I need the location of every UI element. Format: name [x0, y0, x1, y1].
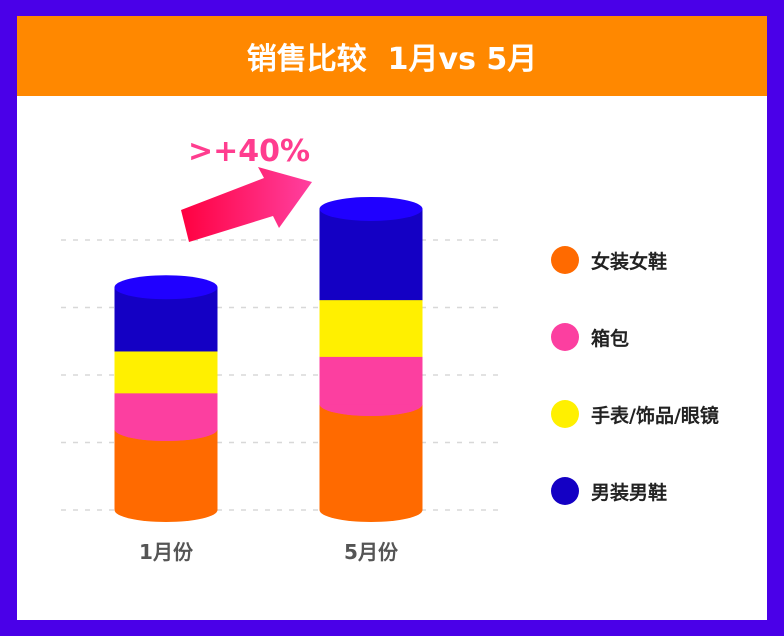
- legend-swatch: [551, 323, 579, 351]
- legend-swatch: [551, 477, 579, 505]
- bar-top-cap: [114, 275, 218, 300]
- legend-label: 男装男鞋: [591, 481, 668, 504]
- legend-swatch: [551, 400, 579, 428]
- legend-label: 女装女鞋: [591, 250, 668, 273]
- chart-plot: 1月份 5月份 >+40%: [61, 134, 501, 564]
- bar-segment: [319, 300, 423, 357]
- x-tick-label: 5月份: [344, 540, 399, 564]
- chart-title: 销售比较 1月vs 5月: [17, 16, 767, 96]
- chart-card: 销售比较 1月vs 5月 1月份 5月份 >+40% 女装女鞋 箱包 手表/饰品/眼…: [17, 16, 767, 620]
- bar-segment: [319, 356, 423, 405]
- legend-label: 手表/饰品/眼镜: [591, 404, 719, 427]
- legend-label: 箱包: [591, 327, 630, 350]
- bar-segment: [114, 351, 218, 394]
- bar-top-cap: [319, 196, 423, 221]
- bar-segment: [114, 429, 218, 510]
- legend: 女装女鞋 箱包 手表/饰品/眼镜 男装男鞋: [551, 246, 719, 554]
- legend-item: 女装女鞋: [551, 246, 719, 274]
- bar-segment: [319, 208, 423, 301]
- x-tick-label: 1月份: [139, 540, 194, 564]
- legend-item: 箱包: [551, 323, 719, 351]
- legend-item: 手表/饰品/眼镜: [551, 400, 719, 428]
- bar-segment: [319, 404, 423, 510]
- bar-segment: [114, 393, 218, 429]
- growth-arrow-icon: [181, 167, 312, 242]
- legend-swatch: [551, 246, 579, 274]
- growth-annotation: >+40%: [188, 134, 310, 169]
- legend-item: 男装男鞋: [551, 477, 719, 505]
